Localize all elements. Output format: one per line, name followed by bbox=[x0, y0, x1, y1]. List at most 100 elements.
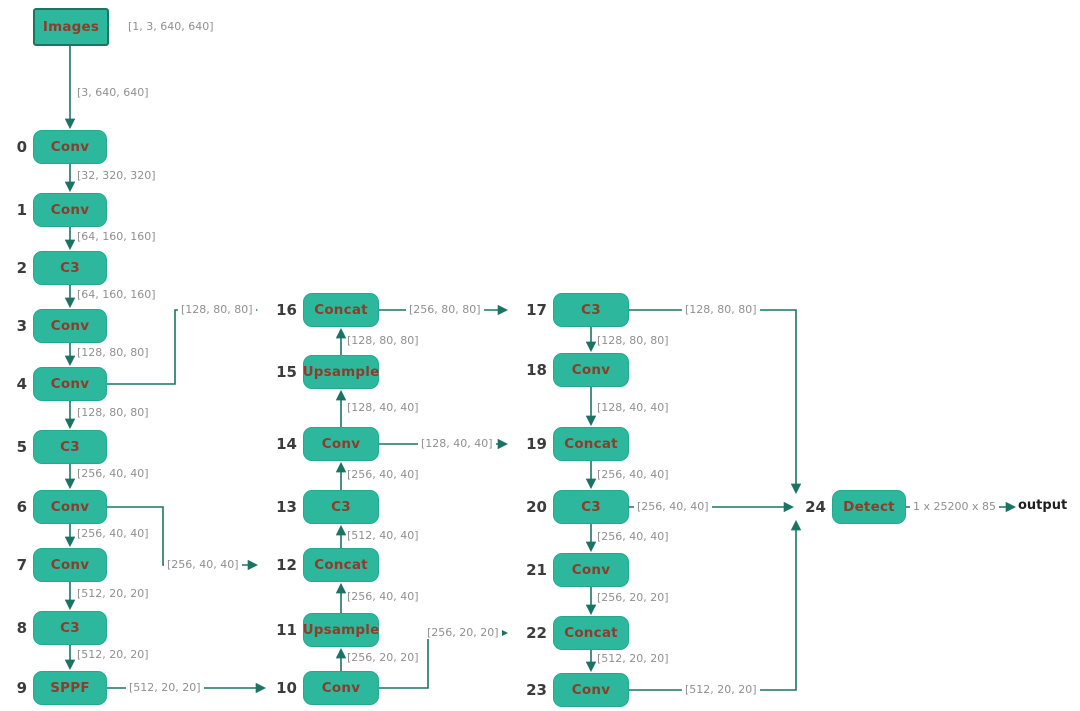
node-10-conv: Conv bbox=[303, 671, 379, 705]
node-index-5: 5 bbox=[16, 438, 27, 456]
node-label: Conv bbox=[571, 362, 611, 378]
node-index-6: 6 bbox=[16, 498, 27, 516]
node-label: Concat bbox=[314, 557, 368, 573]
shape-label: [256, 20, 20] bbox=[424, 626, 502, 639]
shape-label: [256, 40, 40] bbox=[597, 530, 669, 543]
node-6-conv: Conv bbox=[33, 490, 107, 524]
node-index-17: 17 bbox=[526, 301, 547, 319]
node-label: Conv bbox=[50, 139, 90, 155]
shape-label: [512, 20, 20] bbox=[77, 648, 149, 661]
node-index-14: 14 bbox=[276, 435, 297, 453]
node-11-upsample: Upsample bbox=[303, 613, 379, 647]
shape-label: [512, 20, 20] bbox=[77, 587, 149, 600]
node-index-13: 13 bbox=[276, 498, 297, 516]
node-1-conv: Conv bbox=[33, 193, 107, 227]
node-label: C3 bbox=[581, 302, 601, 318]
node-label: Images bbox=[42, 19, 100, 35]
shape-label: [128, 40, 40] bbox=[418, 437, 496, 450]
shape-label: [1, 3, 640, 640] bbox=[128, 20, 214, 33]
shape-label: [128, 80, 80] bbox=[597, 334, 669, 347]
node-index-1: 1 bbox=[16, 201, 27, 219]
node-label: C3 bbox=[581, 499, 601, 515]
shape-label: [128, 80, 80] bbox=[178, 303, 256, 316]
node-15-upsample: Upsample bbox=[303, 355, 379, 389]
node-8-c3: C3 bbox=[33, 611, 107, 645]
node-label: Detect bbox=[843, 499, 895, 515]
node-label: C3 bbox=[60, 260, 80, 276]
node-label: Conv bbox=[50, 376, 90, 392]
shape-label: [64, 160, 160] bbox=[77, 288, 156, 301]
node-index-12: 12 bbox=[276, 556, 297, 574]
node-label: Conv bbox=[321, 680, 361, 696]
node-index-8: 8 bbox=[16, 619, 27, 637]
node-index-22: 22 bbox=[526, 624, 547, 642]
node-0-conv: Conv bbox=[33, 130, 107, 164]
node-13-c3: C3 bbox=[303, 490, 379, 524]
shape-label: [128, 80, 80] bbox=[77, 406, 149, 419]
shape-label: [128, 80, 80] bbox=[347, 334, 419, 347]
shape-label: [128, 80, 80] bbox=[77, 346, 149, 359]
shape-label: [128, 40, 40] bbox=[597, 401, 669, 414]
shape-label: [256, 40, 40] bbox=[347, 468, 419, 481]
shape-label: [256, 40, 40] bbox=[77, 527, 149, 540]
node-label: Conv bbox=[50, 318, 90, 334]
shape-label: [256, 40, 40] bbox=[77, 467, 149, 480]
shape-label: [128, 80, 80] bbox=[682, 303, 760, 316]
node-9-sppf: SPPF bbox=[33, 671, 107, 705]
node-index-18: 18 bbox=[526, 361, 547, 379]
node-label: Conv bbox=[50, 557, 90, 573]
node-20-c3: C3 bbox=[553, 490, 629, 524]
node-22-concat: Concat bbox=[553, 616, 629, 650]
node-label: Conv bbox=[321, 436, 361, 452]
node-label: Conv bbox=[571, 562, 611, 578]
shape-label: [256, 40, 40] bbox=[347, 590, 419, 603]
node-index-0: 0 bbox=[16, 138, 27, 156]
node-label: Upsample bbox=[302, 622, 380, 638]
node-label: C3 bbox=[60, 620, 80, 636]
shape-label: [256, 20, 20] bbox=[597, 591, 669, 604]
node-label: C3 bbox=[60, 439, 80, 455]
node-label: Conv bbox=[50, 202, 90, 218]
node-18-conv: Conv bbox=[553, 353, 629, 387]
output-label: output bbox=[1018, 498, 1068, 513]
node-index-11: 11 bbox=[276, 621, 297, 639]
node-images: Images bbox=[33, 8, 109, 46]
node-label: Conv bbox=[571, 682, 611, 698]
shape-label: [256, 40, 40] bbox=[597, 468, 669, 481]
shape-label: [512, 20, 20] bbox=[126, 681, 204, 694]
node-14-conv: Conv bbox=[303, 427, 379, 461]
node-index-9: 9 bbox=[16, 679, 27, 697]
node-16-concat: Concat bbox=[303, 293, 379, 327]
shape-label: [3, 640, 640] bbox=[77, 86, 149, 99]
node-12-concat: Concat bbox=[303, 548, 379, 582]
shape-label: [512, 40, 40] bbox=[347, 529, 419, 542]
node-7-conv: Conv bbox=[33, 548, 107, 582]
node-index-16: 16 bbox=[276, 301, 297, 319]
node-label: Concat bbox=[314, 302, 368, 318]
node-index-19: 19 bbox=[526, 435, 547, 453]
shape-label: [32, 320, 320] bbox=[77, 169, 156, 182]
node-index-24: 24 bbox=[805, 498, 826, 516]
shape-label: [256, 40, 40] bbox=[164, 558, 242, 571]
node-19-concat: Concat bbox=[553, 427, 629, 461]
shape-label: [256, 80, 80] bbox=[406, 303, 484, 316]
shape-label: [512, 20, 20] bbox=[597, 652, 669, 665]
shape-label: [256, 20, 20] bbox=[347, 651, 419, 664]
node-index-15: 15 bbox=[276, 363, 297, 381]
node-index-2: 2 bbox=[16, 259, 27, 277]
node-label: SPPF bbox=[50, 680, 90, 696]
node-2-c3: C3 bbox=[33, 251, 107, 285]
shape-label: [256, 40, 40] bbox=[634, 500, 712, 513]
node-label: Conv bbox=[50, 499, 90, 515]
node-label: Concat bbox=[564, 436, 618, 452]
node-21-conv: Conv bbox=[553, 553, 629, 587]
shape-label: [128, 40, 40] bbox=[347, 401, 419, 414]
node-index-20: 20 bbox=[526, 498, 547, 516]
node-index-3: 3 bbox=[16, 317, 27, 335]
node-index-10: 10 bbox=[276, 679, 297, 697]
node-23-conv: Conv bbox=[553, 673, 629, 707]
node-index-7: 7 bbox=[16, 556, 27, 574]
node-label: C3 bbox=[331, 499, 351, 515]
